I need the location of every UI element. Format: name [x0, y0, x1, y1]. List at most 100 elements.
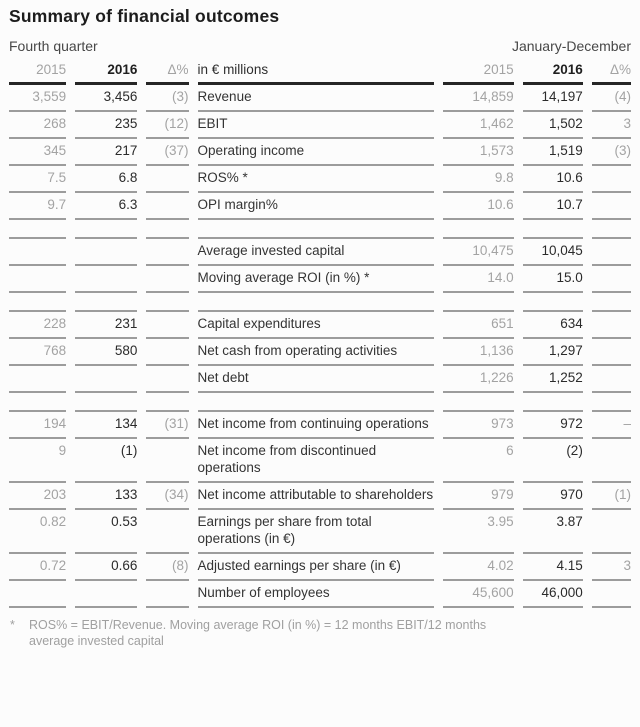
- cell-q4-2015: [9, 366, 67, 393]
- col-header-unit: in € millions: [197, 56, 435, 85]
- cell-q4-2015: 9: [9, 439, 67, 483]
- table-row: 0.72 0.66 (8) Adjusted earnings per share (…: [9, 554, 631, 581]
- cell-q4-delta: [146, 166, 189, 193]
- cell-fy-2016: 1,519: [522, 139, 583, 166]
- cell-q4-2015: [9, 581, 67, 608]
- cell-fy-delta: [591, 581, 631, 608]
- cell-fy-delta: [591, 166, 631, 193]
- cell-fy-2016: 1,252: [522, 366, 583, 393]
- period-header: Fourth quarter January-December: [0, 38, 640, 54]
- cell-label: Operating income: [197, 139, 435, 166]
- table-row: 203 133 (34) Net income attributable to sha…: [9, 483, 631, 510]
- spacer-cell: [146, 220, 189, 239]
- cell-q4-2016: 235: [75, 112, 138, 139]
- cell-fy-delta: [591, 312, 631, 339]
- cell-fy-2015: 1,136: [443, 339, 514, 366]
- table-row: 228 231 Capital expenditures 651 634: [9, 312, 631, 339]
- table-row: Net debt 1,226 1,252: [9, 366, 631, 393]
- cell-q4-2015: 3,559: [9, 85, 67, 112]
- cell-fy-2015: 1,462: [443, 112, 514, 139]
- cell-fy-2015: 14,859: [443, 85, 514, 112]
- cell-label: Net income from continuing operations: [197, 412, 435, 439]
- cell-q4-delta: (3): [146, 85, 189, 112]
- cell-fy-2015: 1,573: [443, 139, 514, 166]
- cell-fy-delta: [591, 366, 631, 393]
- table-row-spacer: [9, 220, 631, 239]
- cell-label: Capital expenditures: [197, 312, 435, 339]
- cell-fy-delta: 3: [591, 112, 631, 139]
- spacer-cell: [591, 393, 631, 412]
- cell-fy-2016: 10,045: [522, 239, 583, 266]
- spacer-cell: [9, 293, 67, 312]
- cell-q4-2015: 345: [9, 139, 67, 166]
- cell-q4-2015: [9, 266, 67, 293]
- table-row: 768 580 Net cash from operating activities…: [9, 339, 631, 366]
- cell-q4-2015: 9.7: [9, 193, 67, 220]
- cell-q4-2015: 0.82: [9, 510, 67, 554]
- spacer-cell: [443, 293, 514, 312]
- cell-fy-2015: 14.0: [443, 266, 514, 293]
- cell-q4-2016: 231: [75, 312, 138, 339]
- cell-fy-2016: 3.87: [522, 510, 583, 554]
- table-body: 3,559 3,456 (3) Revenue 14,859 14,197 (4) 268 23…: [9, 85, 631, 608]
- cell-q4-delta: [146, 581, 189, 608]
- spacer-cell: [591, 293, 631, 312]
- spacer-cell: [9, 220, 67, 239]
- cell-q4-delta: [146, 193, 189, 220]
- cell-fy-2015: 45,600: [443, 581, 514, 608]
- period-left-label: Fourth quarter: [9, 38, 98, 54]
- cell-fy-2016: (2): [522, 439, 583, 483]
- footnote-marker: *: [10, 618, 15, 632]
- table-row: 0.82 0.53 Earnings per share from total op…: [9, 510, 631, 554]
- cell-q4-delta: [146, 239, 189, 266]
- table-row: 268 235 (12) EBIT 1,462 1,502 3: [9, 112, 631, 139]
- cell-fy-2015: 973: [443, 412, 514, 439]
- table-row: 194 134 (31) Net income from continuing ope…: [9, 412, 631, 439]
- cell-label: Revenue: [197, 85, 435, 112]
- table-row-spacer: [9, 293, 631, 312]
- cell-fy-delta: (3): [591, 139, 631, 166]
- spacer-cell: [522, 293, 583, 312]
- cell-q4-delta: [146, 439, 189, 483]
- cell-fy-delta: (1): [591, 483, 631, 510]
- cell-label: Adjusted earnings per share (in €): [197, 554, 435, 581]
- col-header-q4-delta: Δ%: [146, 56, 189, 85]
- cell-fy-2015: 1,226: [443, 366, 514, 393]
- table-row: Moving average ROI (in %) * 14.0 15.0: [9, 266, 631, 293]
- cell-fy-delta: [591, 266, 631, 293]
- cell-q4-2016: 0.66: [75, 554, 138, 581]
- cell-q4-2015: 268: [9, 112, 67, 139]
- cell-q4-2016: (1): [75, 439, 138, 483]
- spacer-cell: [146, 393, 189, 412]
- cell-fy-delta: [591, 439, 631, 483]
- cell-q4-2016: 3,456: [75, 85, 138, 112]
- cell-q4-2016: 217: [75, 139, 138, 166]
- cell-fy-2016: 1,502: [522, 112, 583, 139]
- cell-fy-delta: [591, 510, 631, 554]
- cell-q4-delta: [146, 266, 189, 293]
- spacer-cell: [591, 220, 631, 239]
- cell-q4-2015: 228: [9, 312, 67, 339]
- cell-label: Number of employees: [197, 581, 435, 608]
- cell-label: EBIT: [197, 112, 435, 139]
- cell-label: Net income from discontinued operations: [197, 439, 435, 483]
- header-row: 2015 2016 Δ% in € millions 2015 2016 Δ%: [9, 56, 631, 85]
- cell-fy-2016: 4.15: [522, 554, 583, 581]
- cell-label: ROS% *: [197, 166, 435, 193]
- cell-fy-2016: 46,000: [522, 581, 583, 608]
- footnote-text: ROS% = EBIT/Revenue. Moving average ROI …: [29, 618, 487, 648]
- col-header-fy-delta: Δ%: [591, 56, 631, 85]
- cell-q4-2016: [75, 266, 138, 293]
- table-row: 3,559 3,456 (3) Revenue 14,859 14,197 (4): [9, 85, 631, 112]
- cell-label: OPI margin%: [197, 193, 435, 220]
- cell-q4-delta: (12): [146, 112, 189, 139]
- cell-fy-2015: 651: [443, 312, 514, 339]
- cell-q4-2015: 0.72: [9, 554, 67, 581]
- period-right-label: January-December: [511, 38, 631, 54]
- cell-fy-2016: 972: [522, 412, 583, 439]
- cell-fy-delta: (4): [591, 85, 631, 112]
- cell-q4-2016: [75, 239, 138, 266]
- cell-fy-delta: [591, 193, 631, 220]
- cell-fy-2015: 10,475: [443, 239, 514, 266]
- cell-q4-2016: 6.8: [75, 166, 138, 193]
